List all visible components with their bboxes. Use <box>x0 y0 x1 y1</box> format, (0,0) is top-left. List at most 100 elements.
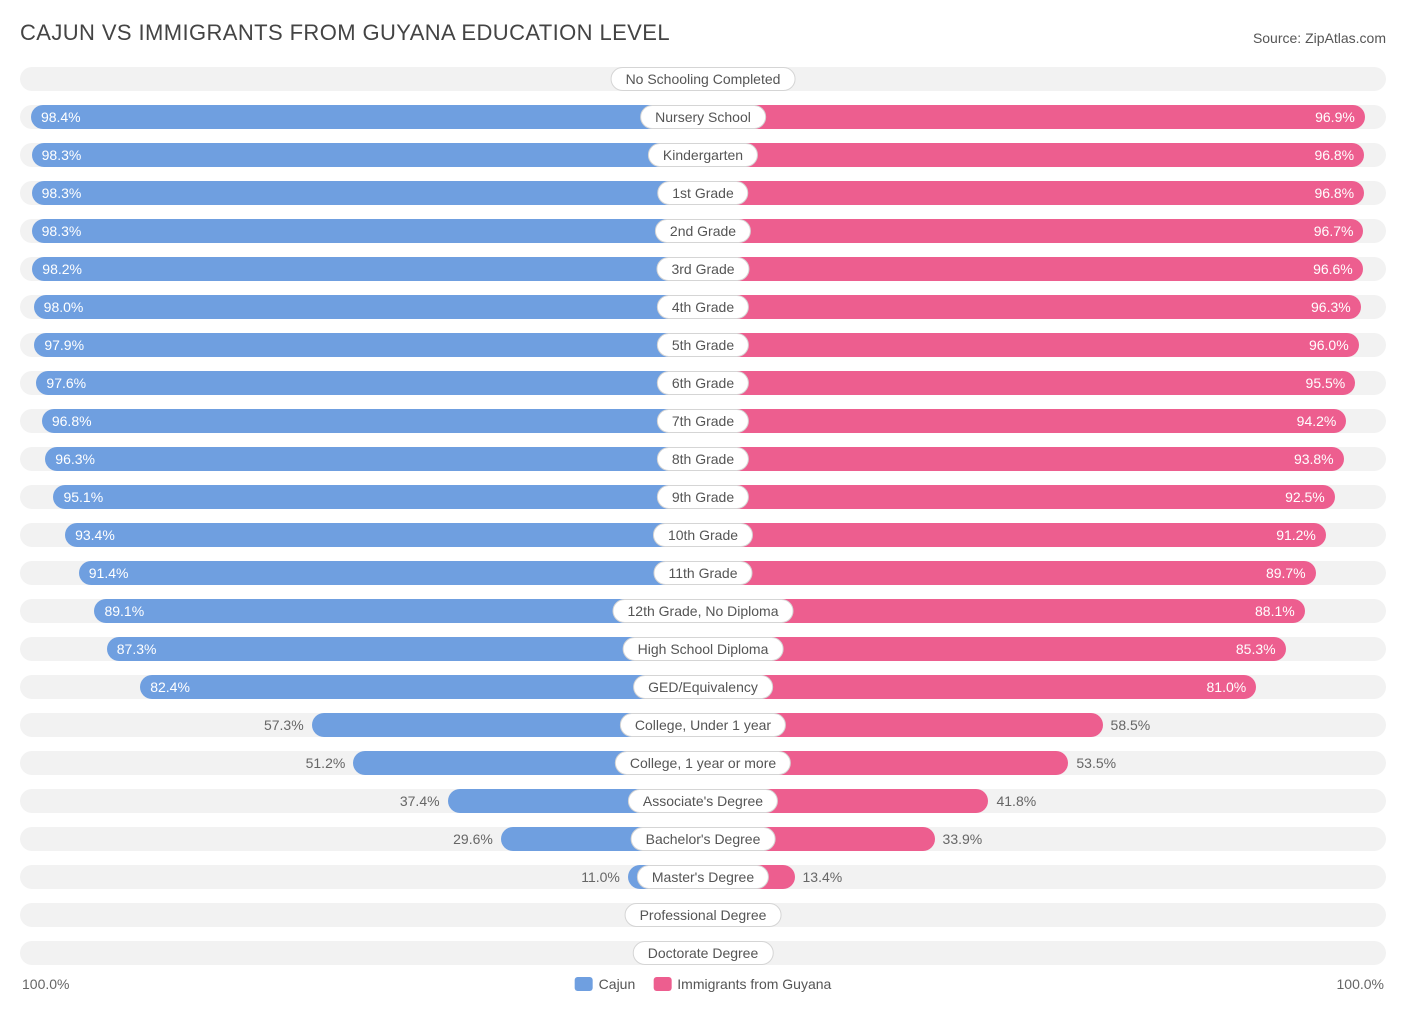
category-label: 6th Grade <box>657 371 749 395</box>
category-label: College, 1 year or more <box>615 751 791 775</box>
bar-left: 87.3% <box>107 637 703 661</box>
bar-left: 82.4% <box>140 675 703 699</box>
category-label: 12th Grade, No Diploma <box>613 599 794 623</box>
legend-swatch-right <box>653 977 671 991</box>
bar-left-value: 11.0% <box>573 862 628 892</box>
chart-title: CAJUN VS IMMIGRANTS FROM GUYANA EDUCATIO… <box>20 20 670 46</box>
category-label: College, Under 1 year <box>620 713 786 737</box>
bar-right: 96.7% <box>703 219 1363 243</box>
category-label: Associate's Degree <box>628 789 778 813</box>
chart-row: 96.3%93.8%8th Grade <box>20 444 1386 474</box>
chart-header: CAJUN VS IMMIGRANTS FROM GUYANA EDUCATIO… <box>20 20 1386 46</box>
bar-left-value: 37.4% <box>392 786 448 816</box>
axis-max-left: 100.0% <box>22 976 69 992</box>
category-label: Nursery School <box>640 105 766 129</box>
bar-left: 96.8% <box>42 409 703 433</box>
bar-right-value: 13.4% <box>795 862 851 892</box>
legend-label-right: Immigrants from Guyana <box>677 976 831 992</box>
bar-left-value: 51.2% <box>298 748 354 778</box>
legend-item-right: Immigrants from Guyana <box>653 976 831 992</box>
chart-row: 11.0% 13.4% Master's Degree <box>20 862 1386 892</box>
track-left <box>20 903 703 927</box>
bar-right: 91.2% <box>703 523 1326 547</box>
chart-row: 29.6% 33.9% Bachelor's Degree <box>20 824 1386 854</box>
category-label: Professional Degree <box>625 903 782 927</box>
bar-right: 96.0% <box>703 333 1359 357</box>
bar-left: 93.4% <box>65 523 703 547</box>
bar-right: 95.5% <box>703 371 1355 395</box>
chart-row: 82.4%81.0%GED/Equivalency <box>20 672 1386 702</box>
chart-row: 3.4%3.7%Professional Degree <box>20 900 1386 930</box>
category-label: No Schooling Completed <box>611 67 796 91</box>
chart-row: 98.2%96.6%3rd Grade <box>20 254 1386 284</box>
chart-legend: Cajun Immigrants from Guyana <box>575 976 832 992</box>
bar-left: 98.2% <box>32 257 703 281</box>
bar-right-value: 41.8% <box>988 786 1044 816</box>
chart-row: 97.6%95.5%6th Grade <box>20 368 1386 398</box>
chart-row: 51.2% 53.5% College, 1 year or more <box>20 748 1386 778</box>
bar-right: 85.3% <box>703 637 1286 661</box>
category-label: 7th Grade <box>657 409 749 433</box>
legend-item-left: Cajun <box>575 976 636 992</box>
category-label: Master's Degree <box>637 865 769 889</box>
bar-left-value: 29.6% <box>445 824 501 854</box>
chart-row: 95.1%92.5%9th Grade <box>20 482 1386 512</box>
chart-row: 98.3%96.7%2nd Grade <box>20 216 1386 246</box>
bar-left: 95.1% <box>53 485 703 509</box>
bar-right: 92.5% <box>703 485 1335 509</box>
chart-row: 37.4% 41.8% Associate's Degree <box>20 786 1386 816</box>
category-label: 11th Grade <box>653 561 752 585</box>
bar-right: 96.3% <box>703 295 1361 319</box>
category-label: 5th Grade <box>657 333 749 357</box>
chart-row: 1.7%3.1%No Schooling Completed <box>20 64 1386 94</box>
bar-right-value: 33.9% <box>935 824 991 854</box>
track-right <box>703 903 1386 927</box>
bar-right-value: 53.5% <box>1068 748 1124 778</box>
bar-left: 97.9% <box>34 333 703 357</box>
chart-row: 96.8%94.2%7th Grade <box>20 406 1386 436</box>
bar-left: 98.4% <box>31 105 703 129</box>
chart-row: 57.3%58.5%College, Under 1 year <box>20 710 1386 740</box>
chart-footer: 100.0% Cajun Immigrants from Guyana 100.… <box>20 976 1386 1004</box>
category-label: 1st Grade <box>657 181 748 205</box>
bar-left: 98.0% <box>34 295 703 319</box>
category-label: Bachelor's Degree <box>631 827 776 851</box>
category-label: 9th Grade <box>657 485 749 509</box>
bar-right: 81.0% <box>703 675 1256 699</box>
chart-row: 87.3%85.3%High School Diploma <box>20 634 1386 664</box>
category-label: Doctorate Degree <box>633 941 774 965</box>
diverging-bar-chart: 1.7%3.1%No Schooling Completed 98.4%96.9%… <box>20 64 1386 968</box>
chart-row: 91.4%89.7%11th Grade <box>20 558 1386 588</box>
bar-left: 98.3% <box>32 219 703 243</box>
chart-row: 89.1%88.1%12th Grade, No Diploma <box>20 596 1386 626</box>
axis-max-right: 100.0% <box>1337 976 1384 992</box>
track-right <box>703 941 1386 965</box>
bar-left: 98.3% <box>32 181 703 205</box>
bar-right: 93.8% <box>703 447 1344 471</box>
bar-right: 96.9% <box>703 105 1365 129</box>
chart-row: 93.4%91.2%10th Grade <box>20 520 1386 550</box>
chart-row: 98.0%96.3%4th Grade <box>20 292 1386 322</box>
category-label: High School Diploma <box>623 637 784 661</box>
chart-row: 98.4%96.9%Nursery School <box>20 102 1386 132</box>
chart-row: 98.3%96.8%Kindergarten <box>20 140 1386 170</box>
track-right <box>703 67 1386 91</box>
category-label: 2nd Grade <box>655 219 751 243</box>
chart-source: Source: ZipAtlas.com <box>1253 30 1386 46</box>
chart-row: 98.3%96.8%1st Grade <box>20 178 1386 208</box>
chart-row: 97.9%96.0%5th Grade <box>20 330 1386 360</box>
category-label: GED/Equivalency <box>633 675 773 699</box>
track-left <box>20 67 703 91</box>
bar-right: 89.7% <box>703 561 1316 585</box>
category-label: 4th Grade <box>657 295 749 319</box>
bar-right: 96.6% <box>703 257 1363 281</box>
legend-label-left: Cajun <box>599 976 636 992</box>
bar-left: 91.4% <box>79 561 703 585</box>
bar-right: 94.2% <box>703 409 1346 433</box>
chart-row: 1.5%1.3%Doctorate Degree <box>20 938 1386 968</box>
bar-right: 96.8% <box>703 143 1364 167</box>
category-label: Kindergarten <box>648 143 758 167</box>
bar-left: 98.3% <box>32 143 703 167</box>
category-label: 10th Grade <box>653 523 753 547</box>
category-label: 3rd Grade <box>656 257 749 281</box>
